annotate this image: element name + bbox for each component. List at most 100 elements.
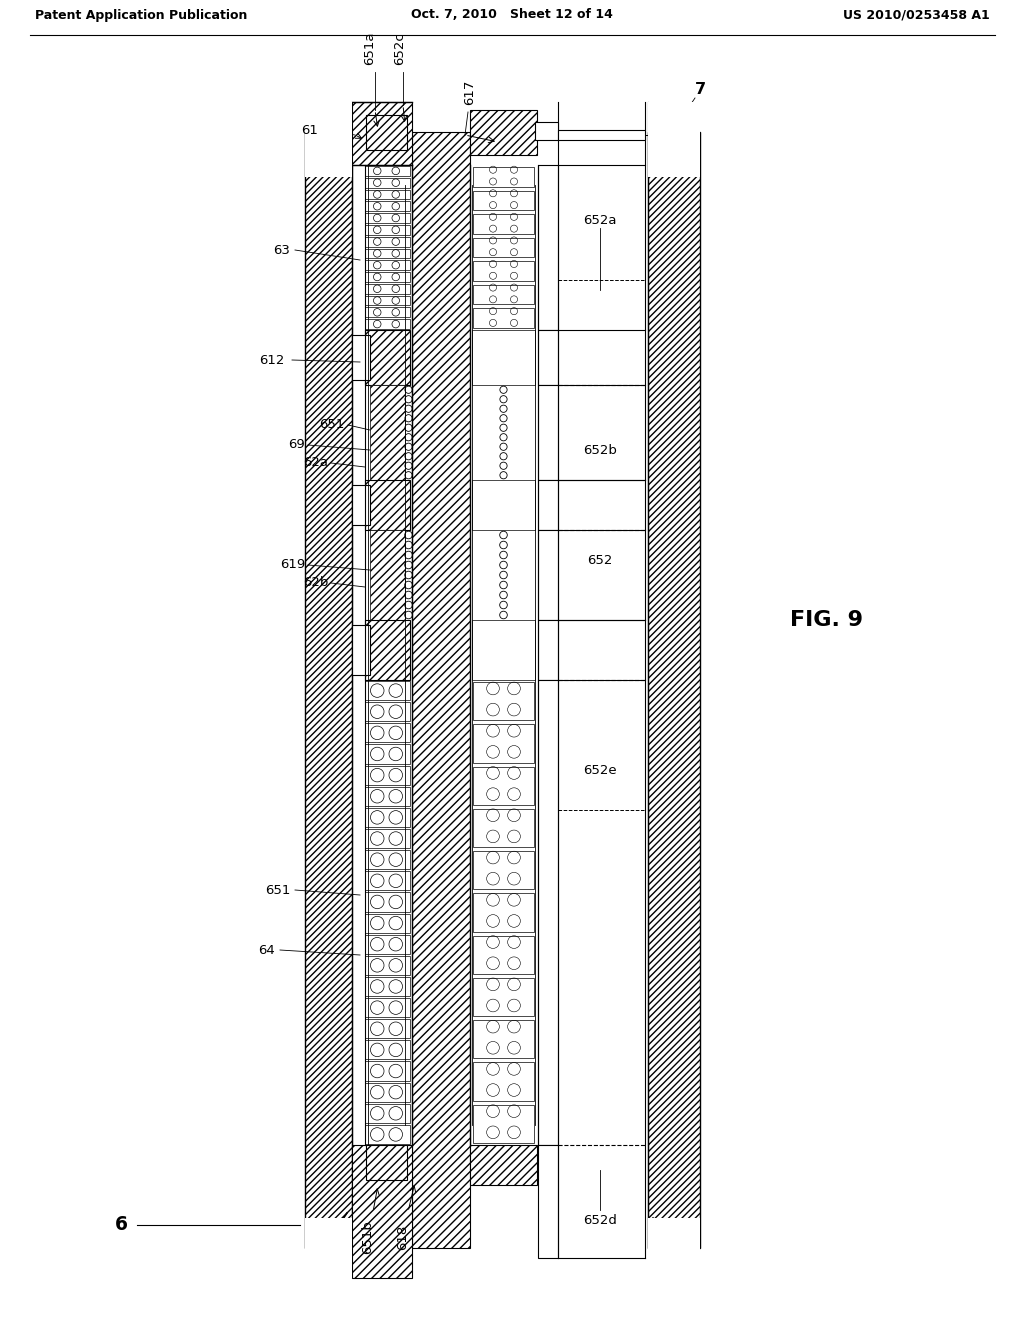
Text: 652a: 652a bbox=[584, 214, 616, 227]
Bar bbox=[365, 284, 410, 293]
Bar bbox=[366, 115, 407, 150]
Bar bbox=[473, 1020, 534, 1059]
Bar bbox=[473, 767, 534, 805]
Text: Patent Application Publication: Patent Application Publication bbox=[35, 8, 248, 21]
Bar bbox=[352, 1144, 412, 1278]
Bar bbox=[365, 829, 410, 847]
Text: 652c: 652c bbox=[393, 32, 407, 65]
Bar bbox=[365, 808, 410, 826]
Bar bbox=[538, 620, 558, 680]
Bar bbox=[365, 681, 410, 700]
Bar bbox=[538, 531, 558, 620]
Bar bbox=[365, 166, 410, 176]
Text: 61: 61 bbox=[301, 124, 318, 136]
Bar bbox=[472, 480, 535, 531]
Bar bbox=[365, 723, 410, 742]
Bar bbox=[305, 132, 352, 1247]
Bar bbox=[370, 531, 406, 620]
Bar bbox=[352, 484, 370, 525]
Bar bbox=[473, 285, 534, 305]
Bar bbox=[473, 936, 534, 974]
Text: 6: 6 bbox=[115, 1216, 128, 1234]
Bar bbox=[538, 680, 558, 1144]
Bar bbox=[473, 1105, 534, 1143]
Text: 651a: 651a bbox=[364, 32, 377, 65]
Bar bbox=[365, 190, 410, 199]
Bar bbox=[365, 1019, 410, 1039]
Text: 652e: 652e bbox=[584, 763, 616, 776]
Bar bbox=[365, 913, 410, 933]
Bar bbox=[305, 1218, 352, 1278]
Text: 63: 63 bbox=[273, 243, 290, 256]
Bar bbox=[538, 330, 558, 385]
Bar bbox=[365, 248, 410, 259]
Bar bbox=[538, 165, 558, 330]
Bar bbox=[472, 330, 535, 385]
Bar bbox=[473, 1063, 534, 1101]
Text: 7: 7 bbox=[694, 82, 706, 98]
Text: 651: 651 bbox=[319, 418, 345, 432]
Bar bbox=[352, 624, 370, 675]
Text: 62b: 62b bbox=[303, 577, 328, 590]
Bar bbox=[538, 480, 558, 531]
Bar bbox=[365, 224, 410, 235]
Text: 651b: 651b bbox=[361, 1220, 375, 1254]
Text: 619: 619 bbox=[280, 558, 305, 572]
Text: Oct. 7, 2010   Sheet 12 of 14: Oct. 7, 2010 Sheet 12 of 14 bbox=[411, 8, 613, 21]
Bar bbox=[473, 238, 534, 257]
Bar bbox=[365, 702, 410, 721]
Bar bbox=[365, 977, 410, 997]
Bar bbox=[365, 260, 410, 271]
Bar bbox=[473, 894, 534, 932]
Bar bbox=[470, 1144, 537, 1185]
Bar bbox=[365, 892, 410, 912]
Bar bbox=[370, 385, 406, 480]
Bar bbox=[473, 261, 534, 281]
Bar bbox=[365, 319, 410, 329]
Bar bbox=[365, 1082, 410, 1102]
Bar bbox=[412, 132, 470, 1247]
Bar bbox=[648, 102, 700, 177]
Text: 652d: 652d bbox=[583, 1213, 616, 1226]
Bar bbox=[473, 190, 534, 210]
Bar bbox=[648, 1218, 700, 1278]
Bar bbox=[352, 335, 370, 380]
Bar bbox=[365, 620, 410, 680]
Bar bbox=[365, 766, 410, 784]
Bar bbox=[473, 168, 534, 186]
Bar bbox=[305, 102, 352, 177]
Bar bbox=[535, 121, 558, 140]
Bar bbox=[365, 998, 410, 1018]
Text: 651: 651 bbox=[264, 883, 290, 896]
Text: 618: 618 bbox=[396, 1225, 410, 1250]
Bar bbox=[365, 850, 410, 870]
Text: 617: 617 bbox=[464, 79, 476, 106]
Text: 62a: 62a bbox=[303, 457, 328, 470]
Bar bbox=[365, 787, 410, 805]
Text: 69: 69 bbox=[288, 438, 305, 451]
Bar bbox=[365, 1061, 410, 1081]
Bar bbox=[352, 102, 412, 165]
Bar bbox=[538, 1144, 558, 1258]
Bar bbox=[648, 132, 700, 1247]
Bar bbox=[473, 682, 534, 721]
Bar bbox=[365, 1125, 410, 1144]
Text: 612: 612 bbox=[260, 354, 285, 367]
Bar bbox=[472, 620, 535, 680]
Bar bbox=[365, 202, 410, 211]
Bar bbox=[366, 1144, 407, 1180]
Text: US 2010/0253458 A1: US 2010/0253458 A1 bbox=[843, 8, 990, 21]
Bar bbox=[558, 129, 645, 140]
Bar bbox=[365, 330, 410, 385]
Bar bbox=[473, 809, 534, 847]
Text: 652: 652 bbox=[588, 553, 612, 566]
Bar bbox=[473, 851, 534, 890]
Bar bbox=[365, 213, 410, 223]
Bar bbox=[365, 178, 410, 187]
Bar bbox=[365, 272, 410, 282]
Bar bbox=[365, 236, 410, 247]
Bar bbox=[365, 480, 410, 531]
Bar bbox=[365, 956, 410, 975]
Bar bbox=[365, 871, 410, 891]
Bar bbox=[365, 1040, 410, 1060]
